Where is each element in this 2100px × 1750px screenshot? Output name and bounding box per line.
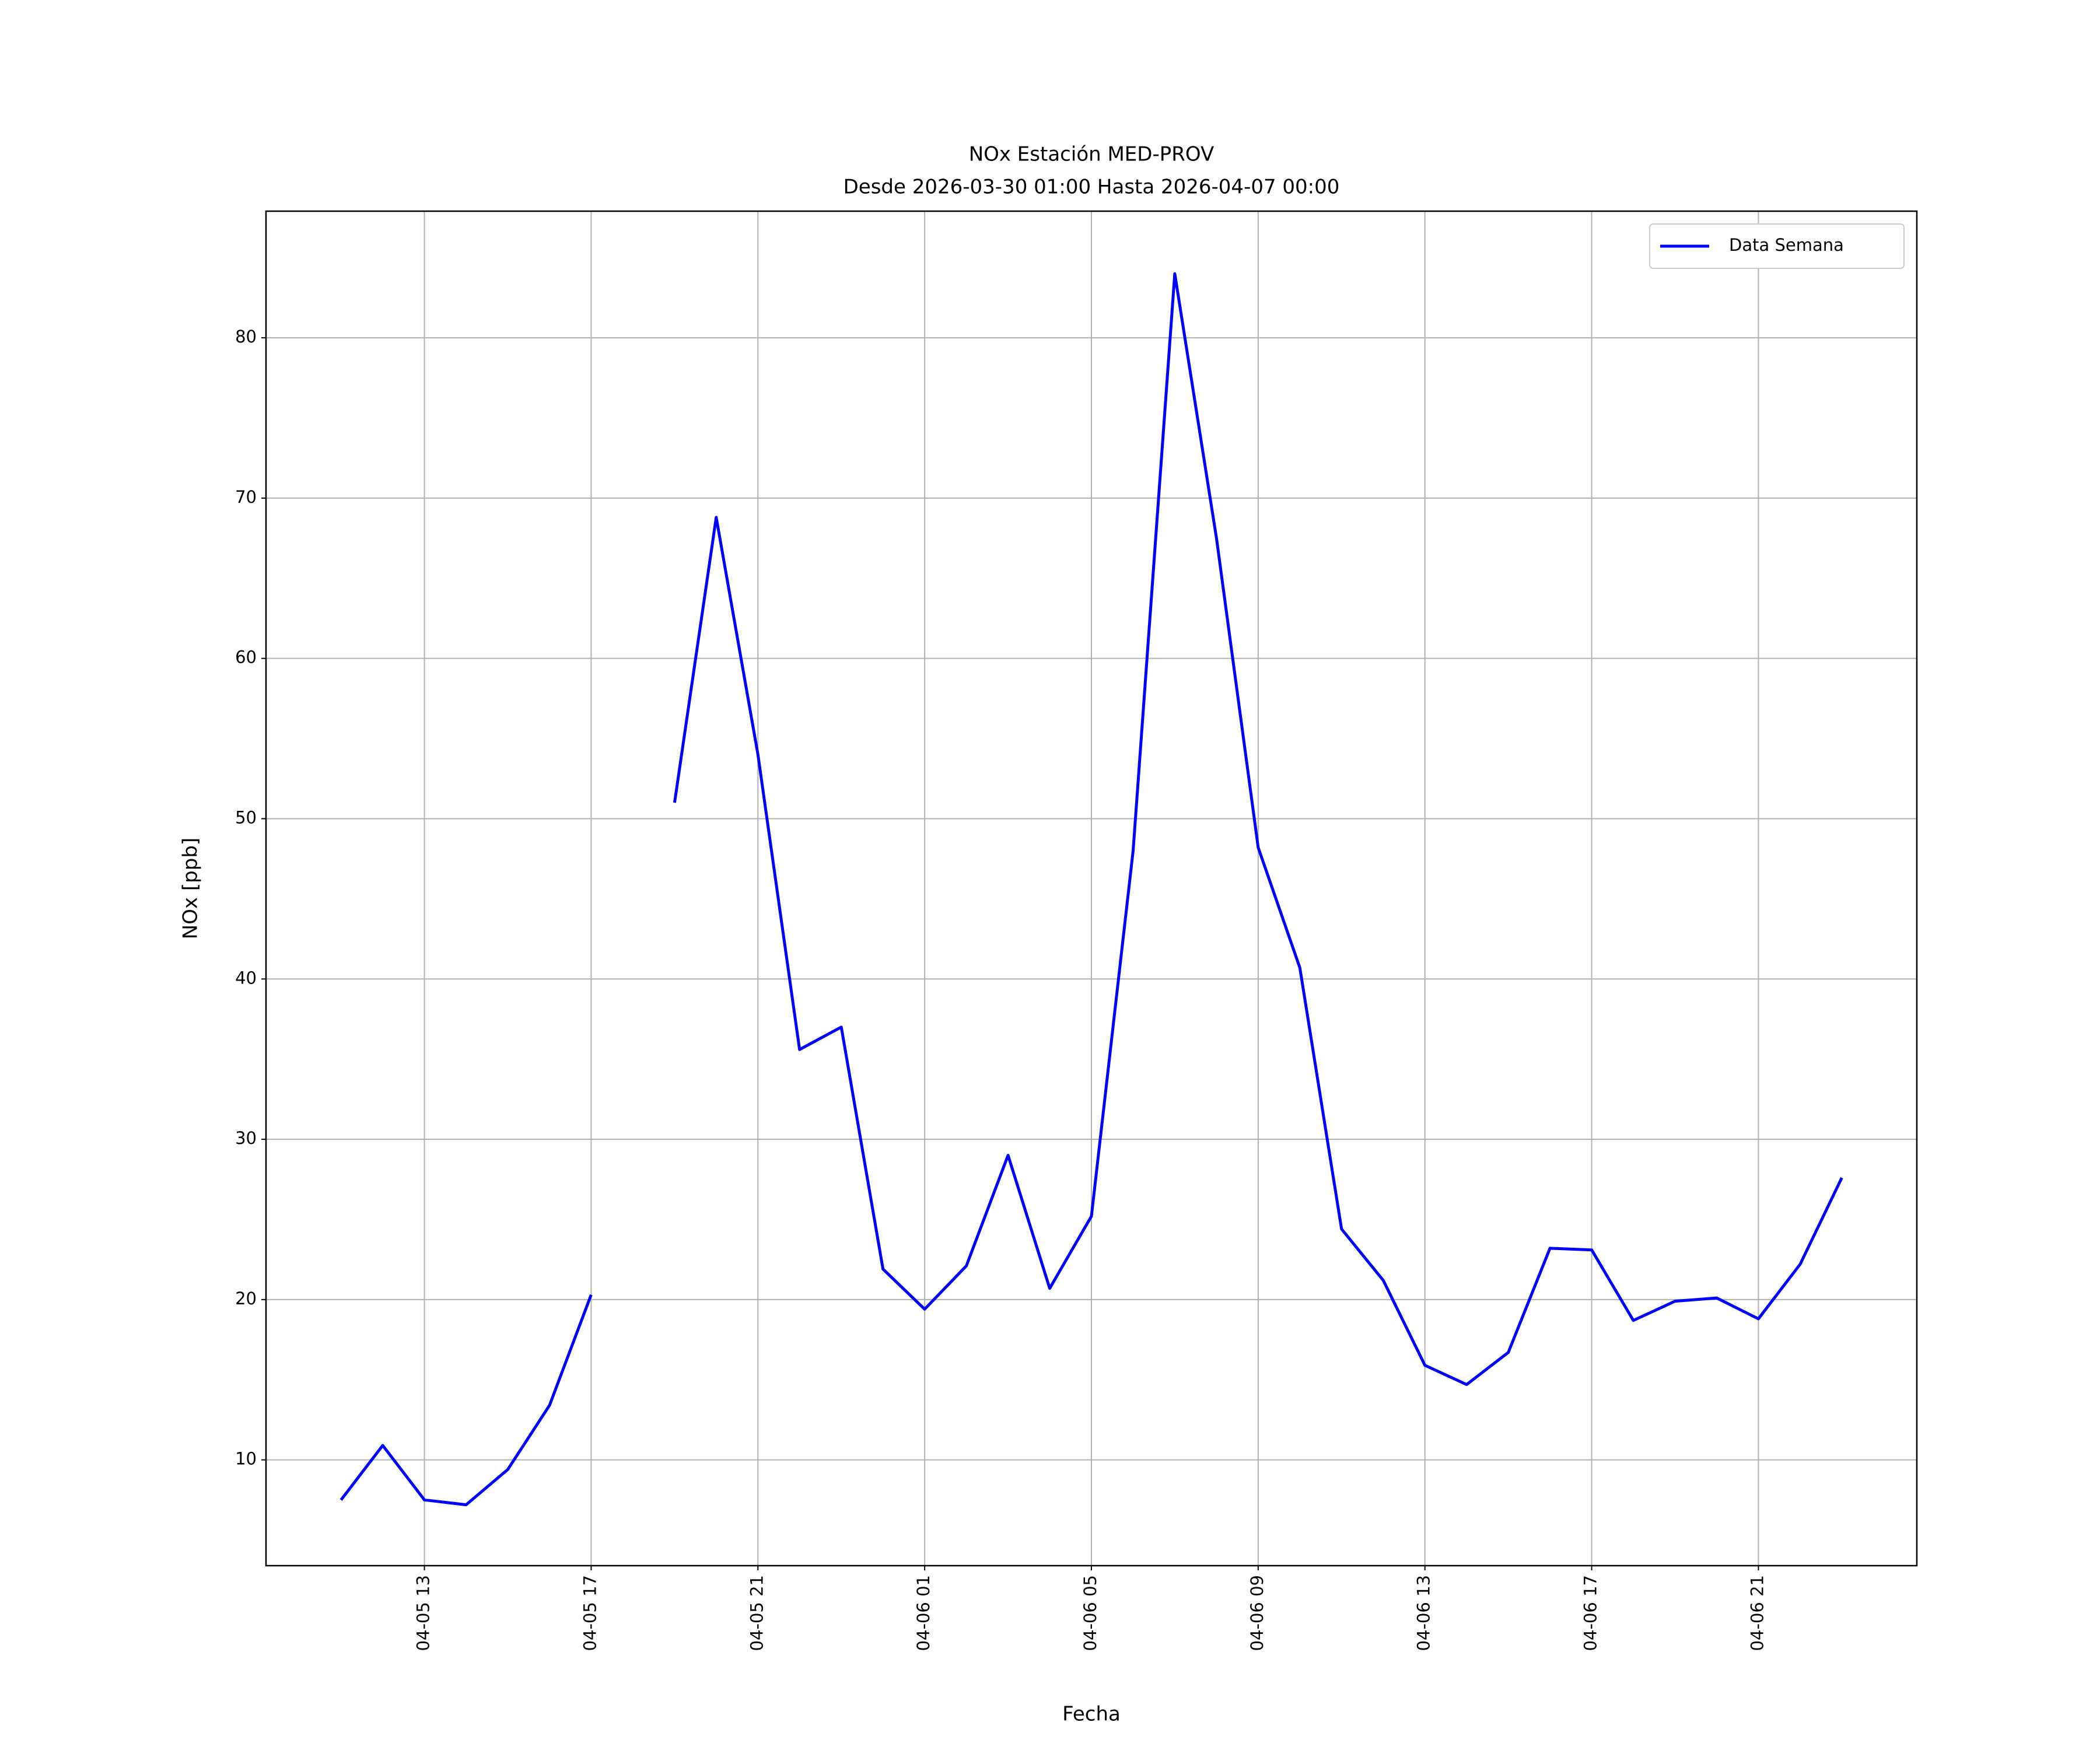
x-tick-label: 04-06 13 (1414, 1575, 1434, 1651)
y-tick-label: 50 (235, 807, 257, 827)
x-tick-label: 04-06 09 (1247, 1575, 1267, 1651)
y-tick-label: 60 (235, 648, 257, 667)
y-axis-label: NOx [ppb] (179, 838, 202, 939)
x-tick-label: 04-05 13 (414, 1575, 433, 1651)
x-tick-label: 04-05 21 (747, 1575, 766, 1651)
chart-subtitle: Desde 2026-03-30 01:00 Hasta 2026-04-07 … (844, 176, 1340, 199)
y-tick-label: 80 (235, 327, 257, 346)
data-line (340, 272, 1843, 1507)
x-axis-label: Fecha (1062, 1703, 1121, 1726)
legend-label: Data Semana (1729, 235, 1844, 255)
plot-frame (265, 210, 1918, 1567)
x-tick-label: 04-06 05 (1080, 1575, 1100, 1651)
x-tick-label: 04-06 17 (1581, 1575, 1601, 1651)
x-tick-label: 04-06 01 (914, 1575, 933, 1651)
y-tick-label: 30 (235, 1128, 257, 1148)
x-tick-label: 04-05 17 (580, 1575, 600, 1651)
legend-box (1649, 223, 1905, 269)
y-tick-label: 70 (235, 487, 257, 507)
y-tick-label: 40 (235, 968, 257, 988)
chart-title: NOx Estación MED-PROV (969, 143, 1214, 166)
y-tick-label: 10 (235, 1449, 257, 1469)
x-tick-label: 04-06 21 (1747, 1575, 1767, 1651)
y-tick-label: 20 (235, 1289, 257, 1308)
